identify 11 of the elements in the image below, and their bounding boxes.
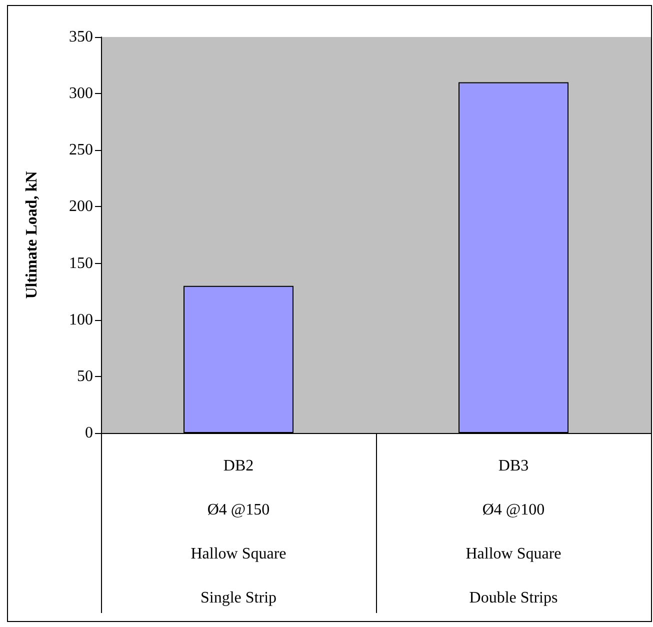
y-tick-label: 100 bbox=[69, 311, 93, 328]
y-tick-label: 350 bbox=[69, 28, 93, 46]
y-tick-label: 250 bbox=[69, 142, 93, 159]
y-tick-label: 200 bbox=[69, 198, 93, 216]
category-label: DB3 Ø4 @100 Hallow Square Double Strips bbox=[466, 458, 562, 606]
y-tick-label: 0 bbox=[85, 424, 93, 442]
y-tick-label: 150 bbox=[69, 254, 93, 272]
y-tick-label: 50 bbox=[77, 368, 93, 385]
y-tick-label: 300 bbox=[69, 85, 93, 102]
category-label: DB2 Ø4 @150 Hallow Square Single Strip bbox=[190, 458, 286, 606]
y-axis-title: Ultimate Load, kN bbox=[24, 170, 40, 299]
